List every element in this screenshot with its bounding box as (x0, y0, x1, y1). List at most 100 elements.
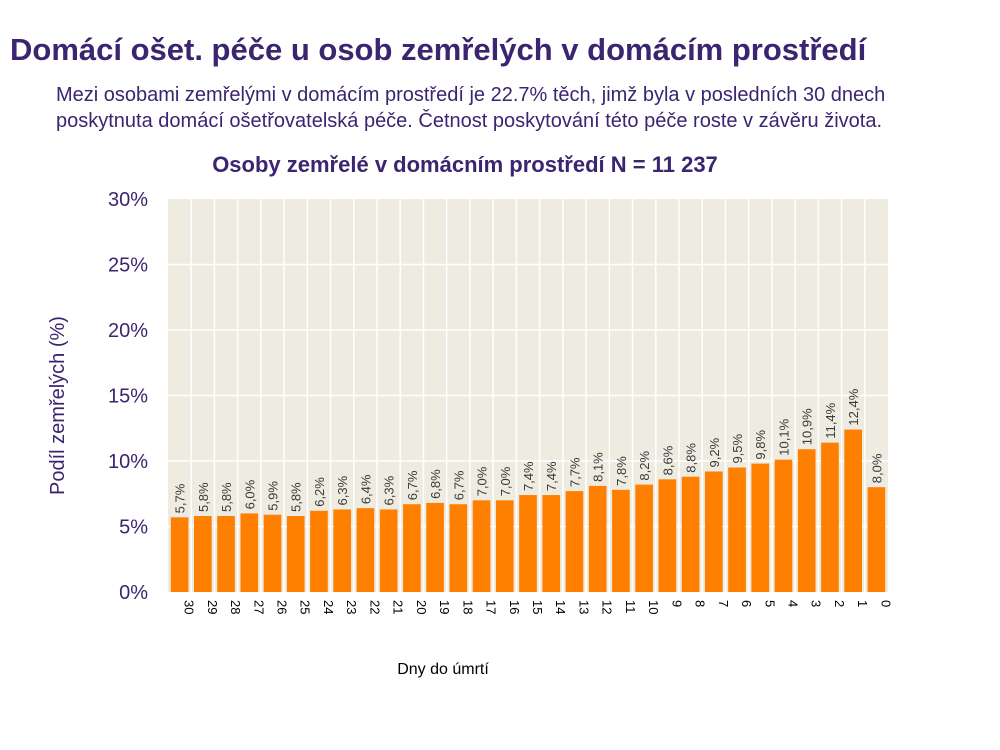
bar (286, 516, 305, 592)
data-label: 7,0% (498, 466, 513, 496)
x-tick-label: 0 (878, 600, 893, 607)
page-title: Domácí ošet. péče u osob zemřelých v dom… (10, 32, 867, 67)
bar (426, 502, 444, 592)
x-tick-label: 8 (693, 600, 708, 607)
bar (774, 459, 793, 592)
x-tick-label: 19 (437, 600, 452, 614)
data-label: 7,7% (567, 457, 582, 487)
x-tick-label: 2 (832, 600, 847, 607)
bar (263, 514, 282, 592)
data-label: 5,9% (266, 481, 281, 511)
data-label: 6,3% (382, 475, 397, 505)
x-tick-label: 25 (298, 600, 313, 614)
page-subtitle: Mezi osobami zemřelými v domácím prostře… (56, 84, 886, 132)
bar (658, 479, 677, 592)
x-tick-label: 11 (623, 600, 638, 614)
data-label: 6,8% (428, 469, 443, 499)
bar (519, 495, 537, 592)
bar (379, 509, 398, 592)
data-label: 6,3% (335, 475, 350, 505)
y-tick-label: 25% (108, 255, 148, 277)
y-tick-label: 30% (108, 189, 148, 211)
bar (612, 489, 630, 592)
bar (356, 508, 375, 592)
bar (449, 504, 468, 592)
data-label: 10,1% (776, 418, 791, 455)
bar (217, 516, 235, 592)
data-label: 7,4% (521, 461, 536, 491)
data-label: 9,5% (730, 433, 745, 463)
y-tick-label: 5% (119, 517, 148, 539)
bar (333, 509, 352, 592)
x-tick-label: 22 (367, 600, 382, 614)
bar (565, 491, 584, 592)
data-label: 8,1% (591, 452, 606, 482)
x-tick-label: 12 (600, 600, 615, 614)
bar (542, 495, 561, 592)
data-label: 12,4% (846, 388, 861, 425)
data-labels: 5,7% 5,8% 5,8% 6,0% 5,9% 5,8% 6,2% 6,3% 6,4% 6,3%… (173, 388, 885, 513)
bar (728, 467, 746, 592)
bars (170, 429, 886, 592)
x-tick-label: 5 (762, 600, 777, 607)
x-tick-label: 21 (391, 600, 406, 614)
x-tick-label: 6 (739, 600, 754, 607)
x-tick-label: 26 (275, 600, 290, 614)
gridlines (168, 199, 888, 592)
y-axis-title: Podíl zemřelých (%) (47, 316, 69, 495)
bar (635, 484, 653, 592)
data-label: 11,4% (823, 402, 838, 438)
y-tick-labels: 0% 5% 10% 15% 20% 25% 30% (108, 189, 148, 604)
x-tick-label: 10 (646, 600, 661, 614)
data-label: 6,0% (242, 479, 257, 509)
bar (472, 500, 491, 592)
x-tick-label: 24 (321, 600, 336, 614)
y-tick-label: 10% (108, 451, 148, 473)
data-label: 8,2% (637, 451, 652, 481)
data-label: 5,7% (173, 483, 188, 513)
bar (194, 516, 212, 592)
x-tick-labels: 30 29 28 27 26 25 24 23 22 21 20 19 18 17 16 15 14 13 12 11… (182, 600, 894, 614)
data-label: 6,7% (451, 470, 466, 500)
data-label: 5,8% (196, 482, 211, 512)
x-tick-label: 13 (576, 600, 591, 614)
x-tick-label: 23 (344, 600, 359, 614)
data-label: 6,4% (358, 474, 373, 504)
data-label: 8,8% (684, 443, 699, 473)
bar (403, 504, 421, 592)
x-tick-label: 14 (553, 600, 568, 614)
bar (867, 487, 886, 592)
data-label: 7,8% (614, 456, 629, 486)
data-label: 9,2% (707, 437, 722, 467)
bar (240, 513, 259, 592)
x-tick-label: 29 (205, 600, 220, 614)
data-label: 7,0% (475, 466, 490, 496)
bar (704, 471, 723, 592)
data-label: 9,8% (753, 430, 768, 460)
x-tick-label: 30 (182, 600, 197, 614)
bar (844, 429, 862, 592)
y-tick-label: 20% (108, 320, 148, 342)
data-label: 8,0% (869, 453, 884, 483)
x-tick-label: 15 (530, 600, 545, 614)
x-tick-label: 20 (414, 600, 429, 614)
x-tick-label: 7 (716, 600, 731, 607)
chart-title: Osoby zemřelé v domácním prostředí N = 1… (212, 152, 718, 177)
bar (310, 510, 328, 592)
x-axis-title: Dny do úmrtí (397, 661, 489, 678)
x-tick-label: 28 (228, 600, 243, 614)
bar (821, 442, 839, 592)
data-label: 7,4% (544, 461, 559, 491)
x-tick-label: 4 (785, 600, 800, 607)
data-label: 5,8% (289, 482, 304, 512)
x-tick-label: 3 (809, 600, 824, 607)
bar (681, 476, 700, 592)
bar (495, 500, 514, 592)
bar (751, 463, 770, 592)
bar (170, 517, 189, 592)
data-label: 6,7% (405, 470, 420, 500)
data-label: 8,6% (660, 445, 675, 475)
data-label: 10,9% (800, 408, 815, 445)
data-label: 6,2% (312, 477, 327, 507)
